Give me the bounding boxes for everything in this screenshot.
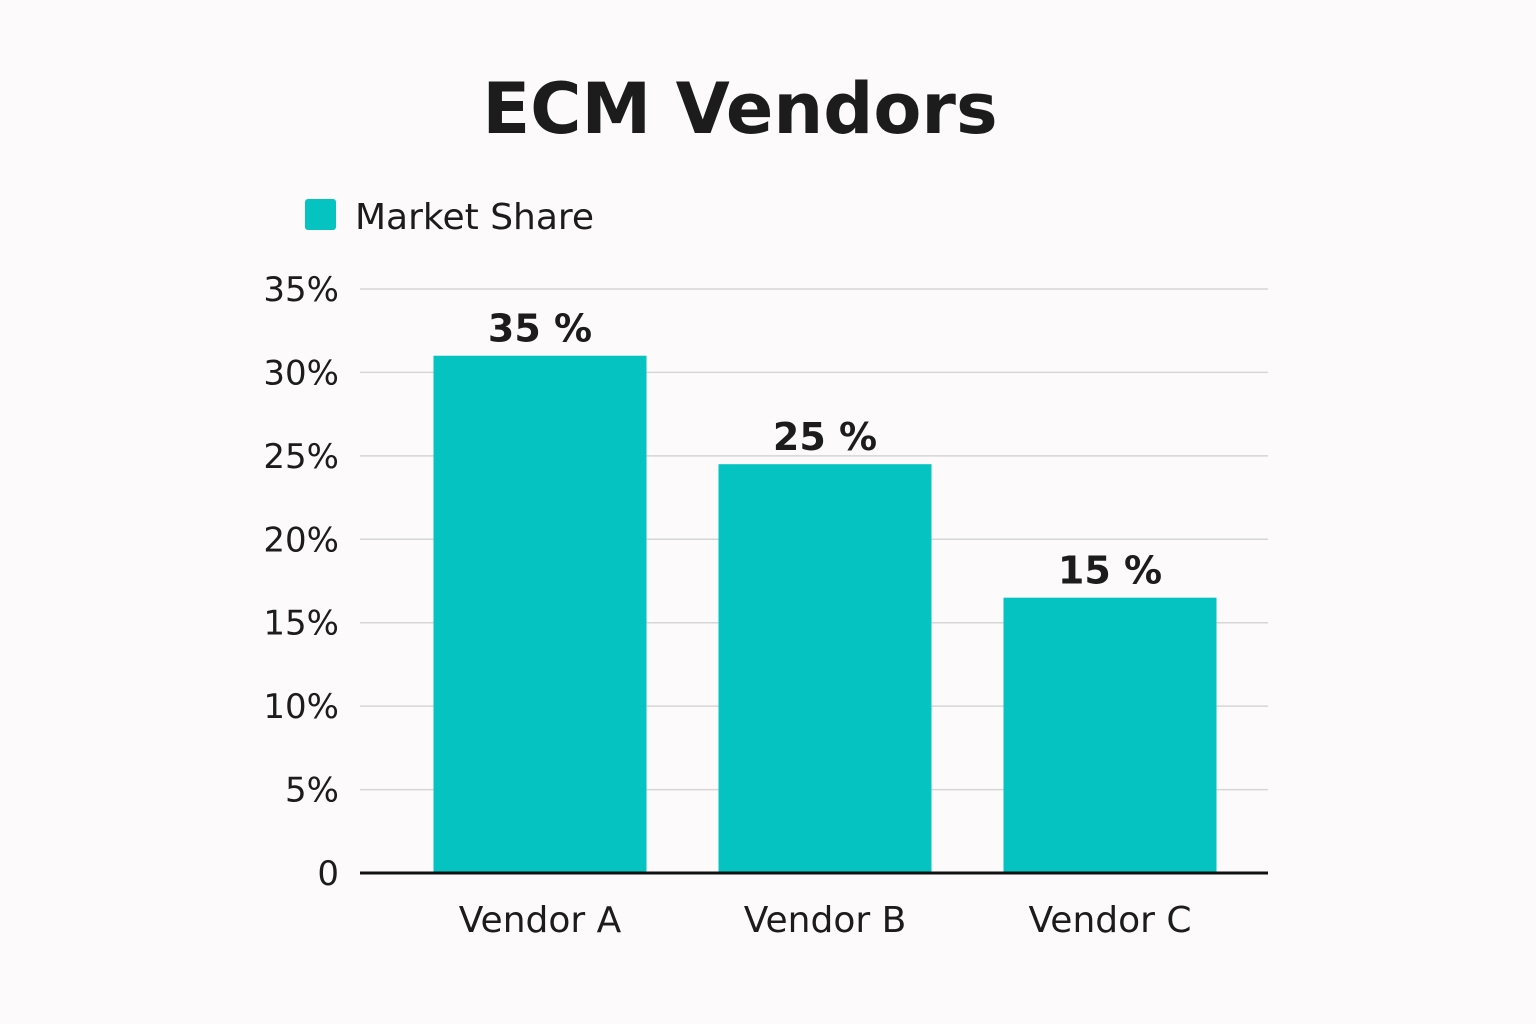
legend-label: Market Share <box>355 197 594 238</box>
x-category-label: Vendor C <box>1028 900 1191 941</box>
y-axis-tick-labels: 0 5% 10% 15% 20% 25% 30% 35% <box>263 270 339 894</box>
x-category-label: Vendor A <box>459 900 622 941</box>
bar <box>433 355 647 873</box>
bar-value-labels: 35 % 25 % 15 % <box>488 307 1162 593</box>
legend: Market Share <box>305 197 594 238</box>
bar-value-label: 15 % <box>1058 549 1162 593</box>
y-tick-label: 10% <box>263 687 339 727</box>
x-axis-category-labels: Vendor A Vendor B Vendor C <box>459 900 1192 941</box>
chart-title: ECM Vendors <box>482 68 997 150</box>
bar <box>718 464 932 873</box>
y-tick-label: 0 <box>317 854 339 894</box>
bars <box>433 355 1217 873</box>
bar-value-label: 25 % <box>773 415 877 459</box>
legend-swatch <box>305 199 336 230</box>
x-category-label: Vendor B <box>744 900 907 941</box>
y-tick-label: 30% <box>263 353 339 393</box>
bar <box>1003 597 1217 873</box>
y-tick-label: 35% <box>263 270 339 310</box>
y-tick-label: 20% <box>263 520 339 560</box>
y-tick-label: 5% <box>285 771 339 811</box>
bar-value-label: 35 % <box>488 307 592 351</box>
y-tick-label: 25% <box>263 437 339 477</box>
y-tick-label: 15% <box>263 604 339 644</box>
